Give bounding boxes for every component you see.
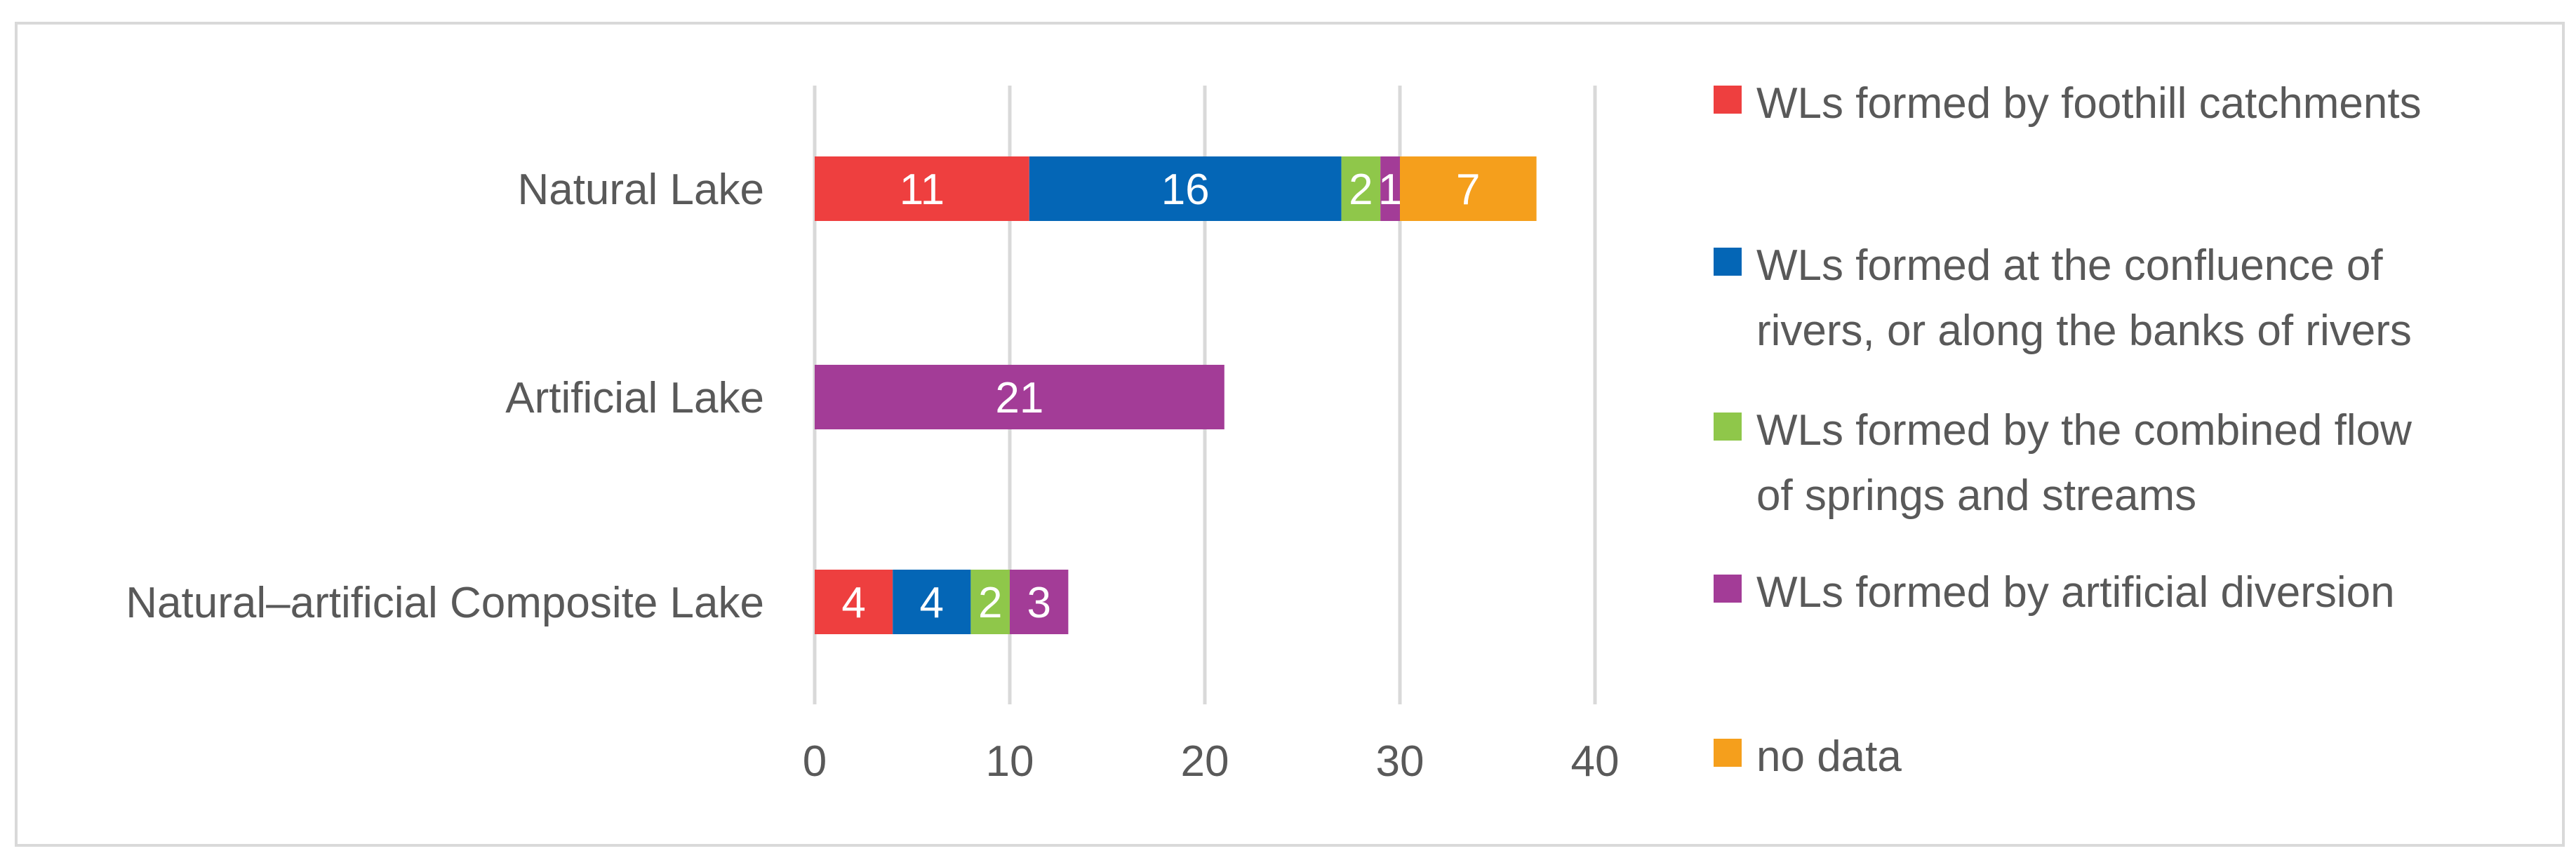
data-label: 3 (1027, 579, 1050, 627)
x-tick-label: 40 (1571, 737, 1620, 786)
category-label: Natural Lake (517, 166, 764, 214)
data-label: 4 (920, 579, 944, 627)
x-tick-labels: 0 10 20 30 40 (803, 737, 1620, 786)
data-label: 2 (1349, 166, 1373, 214)
legend-swatch (1714, 413, 1742, 441)
bar-segment (1400, 156, 1537, 221)
data-label: 4 (841, 579, 865, 627)
bar-segment (1380, 156, 1400, 221)
data-label: 16 (1161, 166, 1210, 214)
legend-swatch (1714, 248, 1742, 276)
data-label: 7 (1456, 166, 1480, 214)
bar-segment (815, 365, 1224, 429)
legend-label: of springs and streams (1756, 471, 2196, 520)
bar-segment (970, 570, 1010, 634)
data-label: 21 (995, 374, 1043, 422)
data-label: 11 (900, 166, 945, 214)
legend-label: WLs formed by the combined flow (1756, 406, 2412, 455)
bar-segment (815, 156, 1029, 221)
x-tick-label: 30 (1376, 737, 1424, 786)
data-label: 2 (978, 579, 1002, 627)
x-tick-label: 0 (803, 737, 827, 786)
legend: WLs formed by foothill catchments WLs for… (1714, 79, 2422, 781)
legend-label: WLs formed by artificial diversion (1756, 568, 2395, 617)
bar-segment (893, 570, 971, 634)
legend-label: WLs formed by foothill catchments (1756, 79, 2422, 128)
bar-segment (815, 570, 893, 634)
legend-swatch (1714, 86, 1742, 114)
bar-segment (1029, 156, 1342, 221)
legend-label: no data (1756, 732, 1902, 781)
data-label: 1 (1378, 166, 1402, 214)
x-tick-label: 10 (986, 737, 1034, 786)
category-labels: Natural Lake Artificial Lake Natural–artif… (126, 166, 764, 627)
bar-segment (1010, 570, 1069, 634)
category-label: Natural–artificial Composite Lake (126, 579, 764, 627)
legend-swatch (1714, 575, 1742, 603)
x-tick-label: 20 (1181, 737, 1229, 786)
legend-swatch (1714, 739, 1742, 767)
category-label: Artificial Lake (505, 374, 764, 422)
legend-label: rivers, or along the banks of rivers (1756, 307, 2412, 355)
legend-label: WLs formed at the confluence of (1756, 241, 2383, 290)
bar-segment (1341, 156, 1381, 221)
